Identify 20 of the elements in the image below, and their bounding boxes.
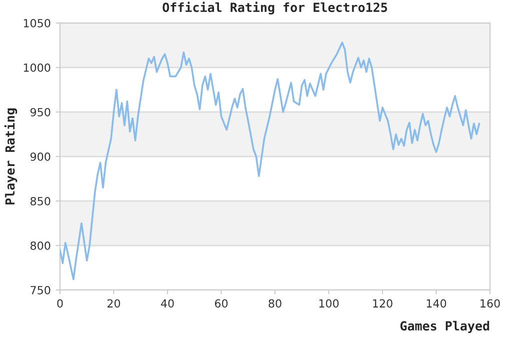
x-axis-title: Games Played [400,320,490,333]
y-tick-label: 1050 [24,18,50,28]
x-tick-label: 20 [107,299,120,308]
y-tick-label: 900 [30,152,50,161]
x-tick-label: 80 [268,299,282,308]
x-tick-label: 140 [426,299,446,308]
chart-title: Official Rating for Electro125 [162,2,388,14]
y-tick-label: 750 [30,286,50,294]
y-axis-title: Player Rating [4,108,18,204]
line-series [60,42,480,280]
x-tick-label: 40 [160,299,174,308]
y-tick-label: 800 [30,241,50,250]
y-tick-label: 950 [30,108,50,116]
x-tick-label: 100 [319,299,339,308]
x-tick-label: 120 [373,299,392,308]
x-tick-label: 0 [57,299,63,308]
x-tick-label: 160 [480,299,500,308]
y-tick-label: 850 [30,196,50,206]
x-tick-label: 60 [214,299,228,308]
y-tick-label: 1000 [24,63,50,72]
